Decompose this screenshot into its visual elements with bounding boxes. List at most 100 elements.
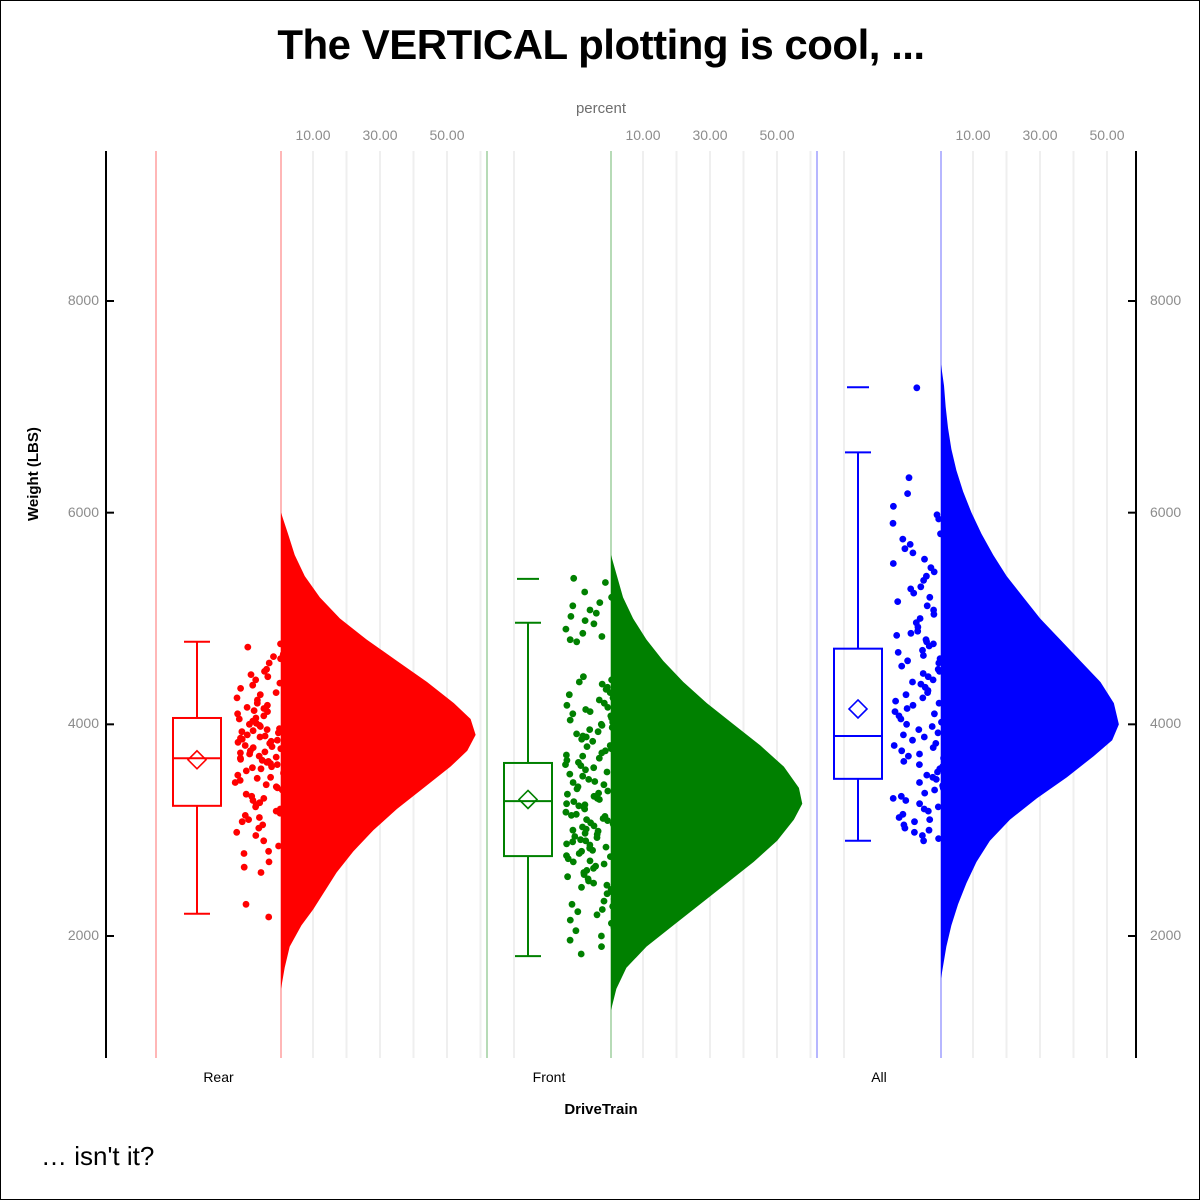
scatter-point	[572, 927, 580, 935]
scatter-point	[898, 747, 906, 755]
scatter-point	[273, 761, 281, 768]
scatter-point	[276, 809, 284, 817]
scatter-point	[914, 627, 922, 635]
scatter-point	[252, 832, 260, 839]
scatter-point	[598, 722, 606, 729]
scatter-point	[265, 659, 273, 667]
scatter-point	[272, 689, 280, 696]
scatter-point	[603, 890, 611, 898]
scatter-point	[265, 858, 273, 866]
scatter-point	[257, 869, 265, 876]
scatter-point	[272, 753, 280, 761]
x-axis-category-label: Rear	[203, 1069, 234, 1085]
scatter-point	[570, 798, 578, 805]
scatter-point	[563, 751, 570, 759]
scatter-point	[589, 737, 597, 745]
scatter-point	[256, 814, 263, 821]
scatter-point	[586, 857, 594, 865]
scatter-point	[246, 750, 254, 758]
scatter-point	[583, 743, 591, 750]
density-curve	[941, 364, 1119, 979]
scatter-point	[919, 646, 926, 654]
box-iqr	[503, 761, 553, 858]
scatter-point	[612, 784, 620, 792]
scatter-point	[268, 743, 276, 750]
scatter-point	[247, 671, 255, 678]
scatter-point	[906, 541, 914, 548]
mean-diamond	[186, 749, 208, 770]
scatter-point	[894, 598, 902, 605]
scatter-point	[901, 545, 909, 553]
scatter-point	[911, 818, 918, 826]
scatter-point	[935, 659, 943, 667]
scatter-point	[920, 577, 927, 584]
scatter-point	[242, 767, 250, 775]
scatter-point	[595, 696, 603, 704]
scatter-point	[612, 773, 619, 781]
scatter-point	[907, 629, 915, 637]
y-axis-tick-label-right: 6000	[1150, 503, 1182, 520]
scatter-point	[939, 784, 947, 792]
scatter-point	[600, 860, 608, 868]
density-curve	[611, 555, 803, 1011]
scatter-point	[590, 822, 598, 830]
scatter-point	[261, 748, 269, 756]
scatter-point	[575, 678, 583, 686]
scatter-point	[577, 950, 585, 958]
scatter-point	[249, 681, 257, 689]
percent-tick-label: 30.00	[1022, 127, 1058, 143]
scatter-point	[602, 843, 610, 851]
scatter-point	[606, 689, 614, 696]
scatter-point	[929, 744, 937, 751]
scatter-point	[252, 676, 260, 684]
scatter-point	[608, 745, 615, 753]
scatter-point	[893, 632, 901, 639]
scatter-point	[607, 853, 614, 860]
scatter-point	[935, 835, 942, 842]
scatter-point	[265, 913, 273, 921]
scatter-point	[889, 795, 897, 802]
scatter-point	[244, 643, 252, 651]
scatter-point	[237, 749, 244, 757]
scatter-point	[249, 727, 257, 735]
scatter-point	[609, 820, 617, 828]
scatter-point	[237, 685, 245, 692]
scatter-point	[235, 715, 243, 723]
scatter-point	[916, 750, 923, 758]
scatter-point	[905, 752, 912, 760]
scatter-point	[917, 583, 925, 591]
scatter-point	[923, 771, 931, 779]
scatter-point	[930, 568, 938, 576]
scatter-point	[924, 689, 931, 696]
scatter-point	[600, 897, 608, 905]
scatter-point	[902, 797, 910, 804]
scatter-point	[910, 589, 918, 597]
scatter-point	[598, 943, 605, 950]
scatter-point	[243, 731, 251, 739]
scatter-point	[904, 490, 911, 497]
scatter-point	[900, 758, 908, 765]
scatter-point	[564, 873, 571, 881]
scatter-point	[253, 699, 261, 707]
scatter-point	[935, 515, 943, 523]
scatter-point	[909, 549, 917, 557]
scatter-point	[593, 911, 601, 919]
scatter-point	[283, 853, 291, 860]
scatter-point	[231, 779, 239, 786]
scatter-point	[568, 900, 576, 908]
percent-tick-label: 50.00	[1089, 127, 1125, 143]
scatter-point	[562, 808, 570, 816]
scatter-point	[270, 653, 277, 660]
y-axis-tick-label-right: 2000	[1150, 927, 1182, 943]
scatter-point	[249, 764, 256, 772]
y-axis-tick-label-right: 4000	[1150, 715, 1182, 732]
scatter-point	[563, 800, 570, 808]
scatter-point	[267, 773, 274, 781]
scatter-point	[909, 678, 916, 686]
scatter-point	[919, 670, 927, 677]
scatter-point	[892, 697, 899, 705]
scatter-point	[920, 733, 928, 741]
scatter-point	[264, 673, 272, 681]
scatter-point	[911, 828, 918, 836]
scatter-point	[905, 474, 913, 482]
